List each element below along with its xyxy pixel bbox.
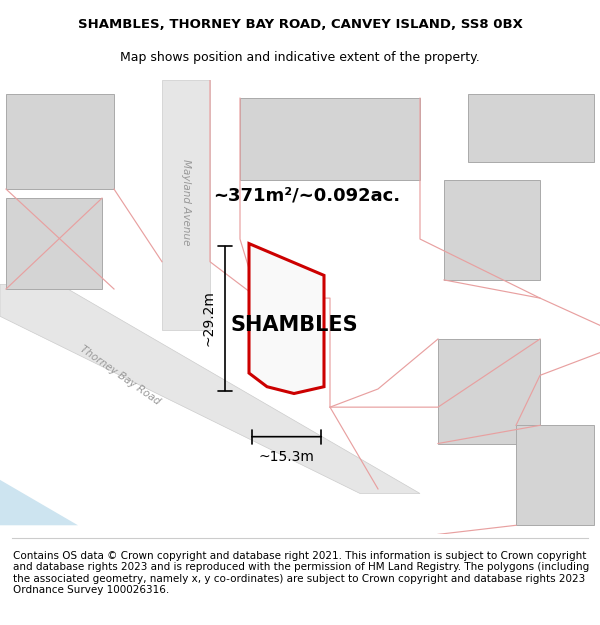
Polygon shape	[438, 339, 540, 444]
Polygon shape	[468, 94, 594, 162]
Text: ~15.3m: ~15.3m	[259, 450, 314, 464]
Text: ~371m²/~0.092ac.: ~371m²/~0.092ac.	[213, 187, 400, 205]
Polygon shape	[162, 80, 210, 330]
Polygon shape	[6, 198, 102, 289]
Polygon shape	[444, 180, 540, 280]
Polygon shape	[249, 244, 324, 394]
Polygon shape	[0, 284, 420, 494]
Text: Contains OS data © Crown copyright and database right 2021. This information is : Contains OS data © Crown copyright and d…	[13, 551, 589, 596]
Text: Map shows position and indicative extent of the property.: Map shows position and indicative extent…	[120, 51, 480, 64]
Text: ~29.2m: ~29.2m	[201, 291, 215, 346]
Polygon shape	[516, 426, 594, 525]
Text: Mayland Avenue: Mayland Avenue	[181, 159, 191, 246]
Polygon shape	[6, 94, 114, 189]
Text: SHAMBLES: SHAMBLES	[230, 316, 358, 336]
Text: Thorney Bay Road: Thorney Bay Road	[78, 344, 162, 407]
Polygon shape	[240, 98, 420, 180]
Polygon shape	[0, 480, 78, 525]
Text: SHAMBLES, THORNEY BAY ROAD, CANVEY ISLAND, SS8 0BX: SHAMBLES, THORNEY BAY ROAD, CANVEY ISLAN…	[77, 18, 523, 31]
